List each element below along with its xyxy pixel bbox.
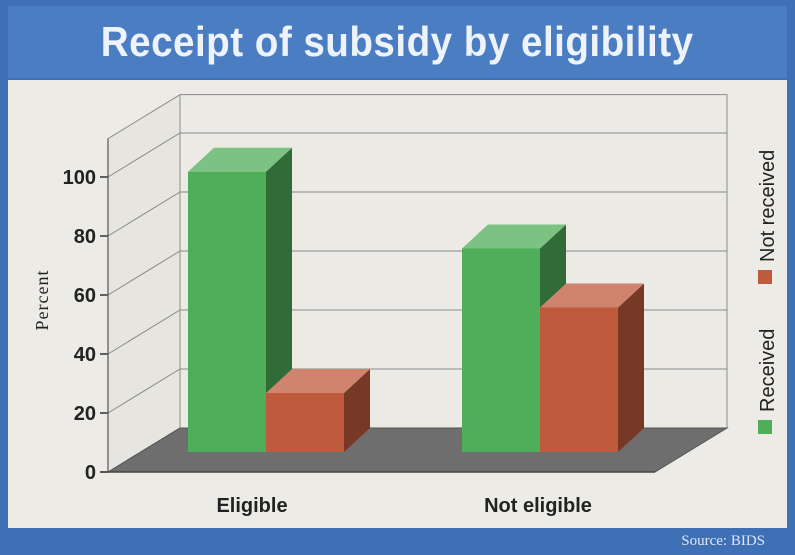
- bar-not-received: [266, 393, 344, 452]
- bar-top-received: [188, 147, 292, 172]
- y-tick-label: 60: [74, 285, 96, 307]
- y-tick-label: 20: [74, 403, 96, 425]
- y-axis-label: Percent: [32, 270, 52, 331]
- bar-received: [462, 248, 540, 452]
- legend-label: Received: [757, 329, 779, 412]
- legend-swatch: [758, 420, 772, 434]
- bar-not-received: [540, 307, 618, 452]
- bar-top-not-received: [540, 283, 644, 308]
- y-tick-label: 100: [63, 167, 96, 189]
- bar-side-not-received: [344, 369, 370, 452]
- gridline: [107, 132, 727, 178]
- y-tick-label: 0: [85, 462, 96, 484]
- legend-label: Not received: [757, 150, 779, 262]
- legend-swatch: [758, 270, 772, 284]
- category-label: Not eligible: [484, 495, 592, 517]
- footer-bar: Source: BIDS: [8, 529, 787, 555]
- source-note: Source: BIDS: [681, 533, 765, 549]
- gridline: [107, 191, 727, 237]
- y-tick-label: 40: [74, 344, 96, 366]
- bar-side-not-received: [618, 283, 644, 452]
- y-tick-label: 80: [74, 226, 96, 248]
- bar-received: [188, 171, 266, 452]
- title-bar: Receipt of subsidy by eligibility: [8, 6, 787, 78]
- bar-top-not-received: [266, 369, 370, 393]
- side-wall: [107, 93, 181, 473]
- category-label: Eligible: [216, 495, 287, 517]
- chart-title: Receipt of subsidy by eligibility: [101, 18, 694, 65]
- bar-top-received: [462, 224, 566, 249]
